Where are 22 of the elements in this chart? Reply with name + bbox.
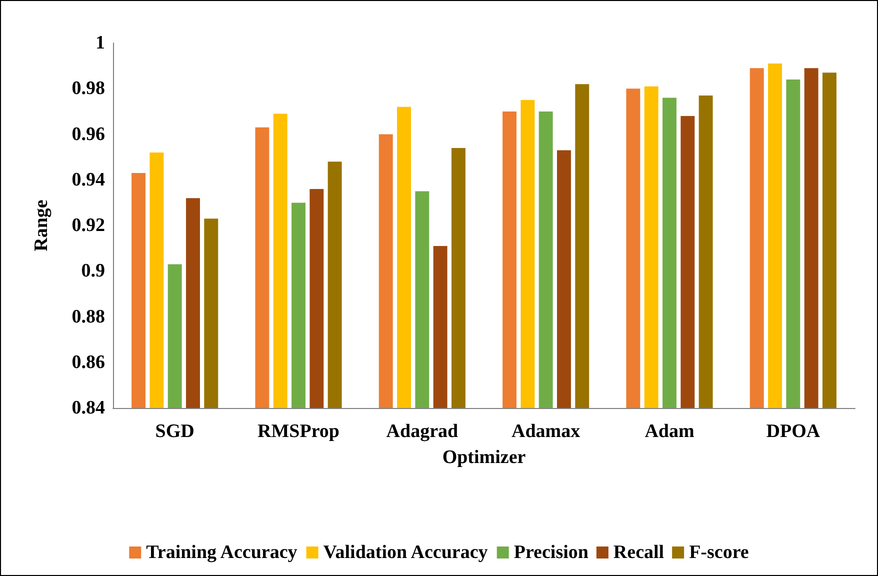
y-axis-title: Range: [31, 200, 52, 252]
x-tick-label: Adam: [644, 421, 694, 442]
y-tick-label: 0.88: [72, 306, 105, 328]
legend-label: Training Accuracy: [146, 542, 298, 563]
x-tick-label: Adagrad: [386, 421, 458, 442]
legend-label: Recall: [613, 542, 664, 563]
y-tick-label: 0.98: [72, 78, 105, 100]
y-tick-label: 0.96: [72, 124, 105, 145]
x-tick-label: DPOA: [766, 421, 820, 442]
x-tick-label: RMSProp: [258, 421, 340, 442]
y-tick-label: 0.92: [72, 215, 105, 236]
x-tick-label: Adamax: [512, 421, 581, 442]
x-axis-title: Optimizer: [442, 447, 526, 468]
x-tick-label: SGD: [155, 421, 194, 442]
y-tick-label: 0.94: [72, 169, 106, 190]
legend-label: F-score: [689, 542, 749, 563]
legend-label: Precision: [514, 542, 589, 563]
y-tick-label: 0.86: [72, 352, 105, 373]
y-tick-label: 0.84: [72, 398, 106, 418]
y-tick-label: 0.9: [81, 260, 105, 282]
y-tick-label: 1: [96, 32, 105, 54]
legend-label: Validation Accuracy: [323, 542, 488, 563]
